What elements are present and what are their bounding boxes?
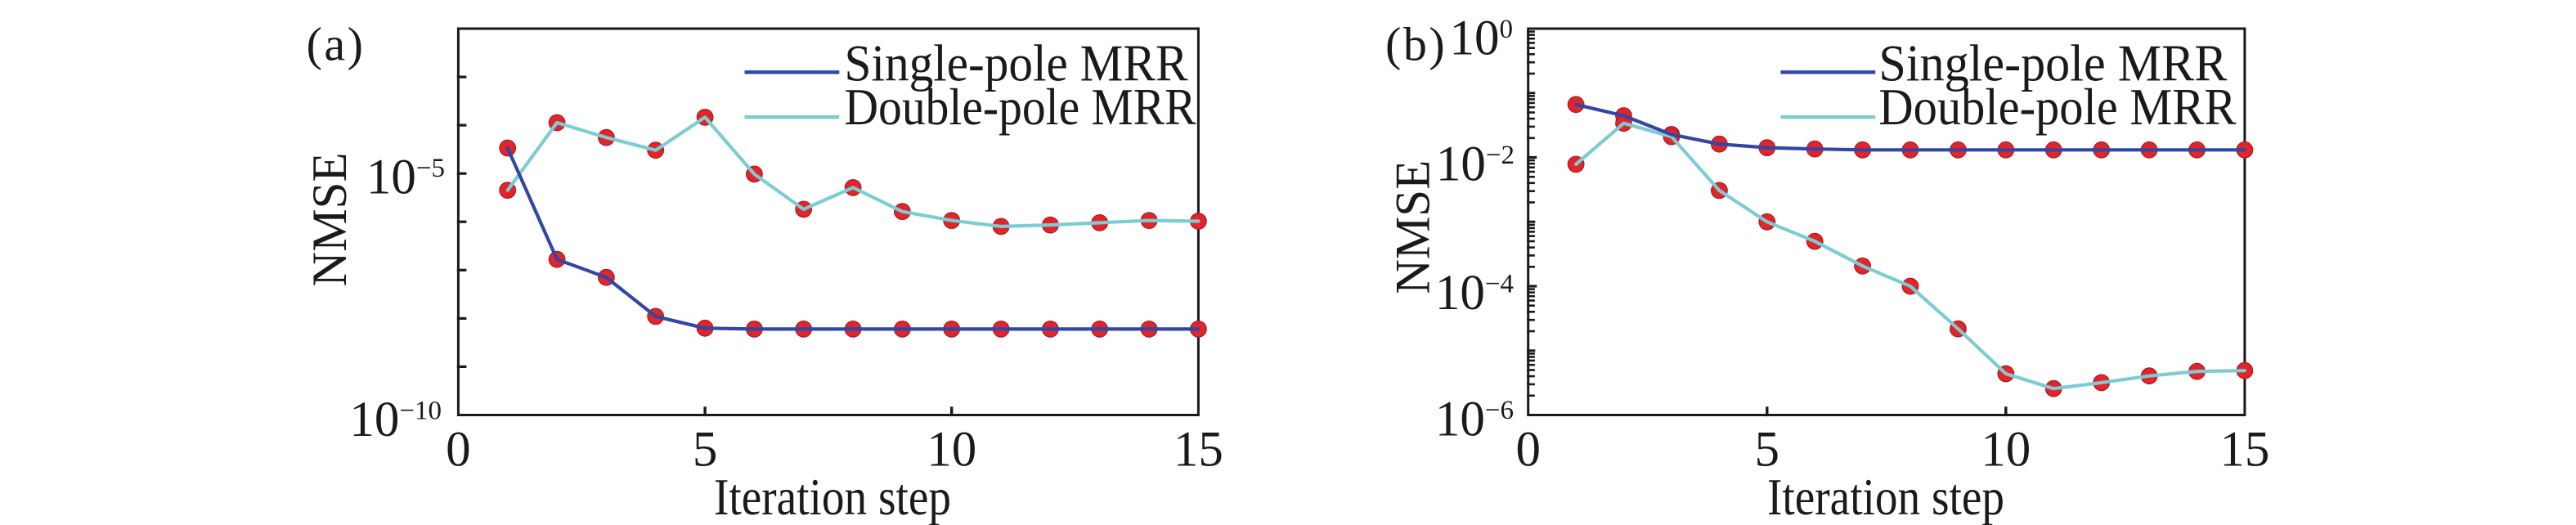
svg-text:0: 0 bbox=[1515, 423, 1541, 478]
svg-text:10−6: 10−6 bbox=[1435, 392, 1514, 446]
svg-text:Iteration step: Iteration step bbox=[1767, 469, 2004, 525]
svg-text:Single-pole MRR: Single-pole MRR bbox=[845, 34, 1188, 92]
svg-text:Single-pole MRR: Single-pole MRR bbox=[1878, 34, 2227, 92]
svg-text:NMSE: NMSE bbox=[1386, 160, 1440, 294]
svg-text:10−5: 10−5 bbox=[366, 150, 445, 205]
svg-text:10−4: 10−4 bbox=[1435, 266, 1514, 321]
svg-text:Double-pole MRR: Double-pole MRR bbox=[1878, 78, 2236, 136]
svg-text:10−2: 10−2 bbox=[1436, 137, 1515, 192]
svg-text:10: 10 bbox=[927, 423, 976, 478]
svg-text:15: 15 bbox=[1174, 423, 1223, 478]
svg-text:NMSE: NMSE bbox=[303, 153, 357, 287]
svg-text:10−10: 10−10 bbox=[349, 393, 442, 447]
svg-text:15: 15 bbox=[2219, 423, 2269, 478]
svg-text:10: 10 bbox=[1981, 423, 2031, 478]
svg-text:100: 100 bbox=[1450, 11, 1514, 66]
svg-text:5: 5 bbox=[693, 423, 718, 478]
svg-text:Double-pole MRR: Double-pole MRR bbox=[845, 78, 1196, 136]
svg-text:5: 5 bbox=[1754, 423, 1779, 478]
svg-text:0: 0 bbox=[446, 423, 471, 478]
svg-text:(a): (a) bbox=[307, 17, 366, 70]
svg-text:(b): (b) bbox=[1385, 17, 1447, 70]
svg-text:Iteration step: Iteration step bbox=[714, 469, 951, 525]
